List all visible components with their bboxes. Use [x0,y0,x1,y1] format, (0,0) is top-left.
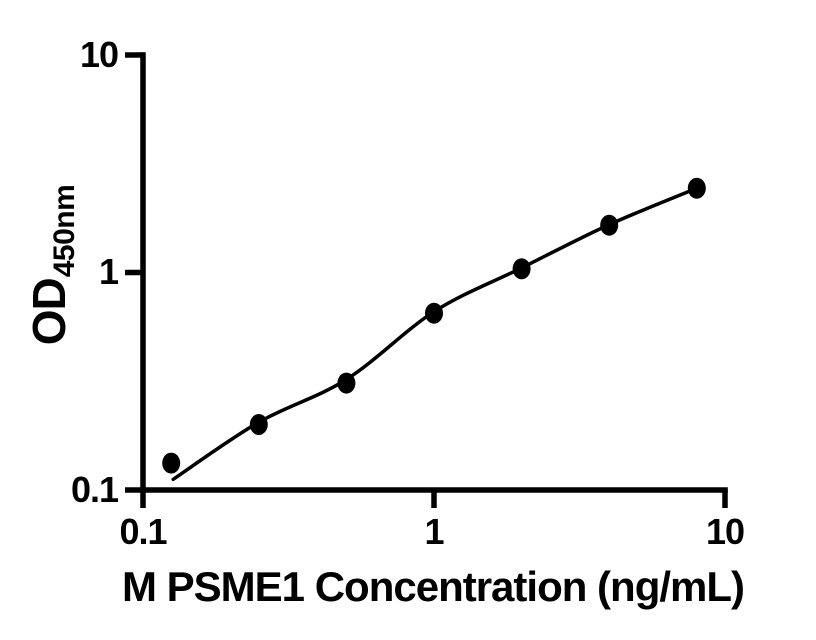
y-tick-label-0-1: 0.1 [70,469,119,510]
y-axis-title: OD 450nm [23,185,81,346]
fit-curve-line [171,186,699,482]
axes-spines [140,52,728,493]
data-point [425,302,443,324]
x-tick-label-0-1: 0.1 [119,511,167,552]
x-tick-label-1: 1 [424,511,444,552]
data-point [687,177,706,199]
y-tick-label-10: 10 [79,34,119,75]
y-axis-title-main: OD [23,278,75,346]
y-tick-label-1: 1 [98,251,119,292]
data-point [162,452,181,474]
x-tick-label-10: 10 [705,511,745,552]
data-point [337,372,356,394]
x-axis-title: M PSME1 Concentration (ng/mL) [122,563,745,610]
data-point [512,258,531,280]
data-point [600,214,619,236]
data-point [249,414,268,435]
y-axis-title-subscript: 450nm [48,184,81,278]
